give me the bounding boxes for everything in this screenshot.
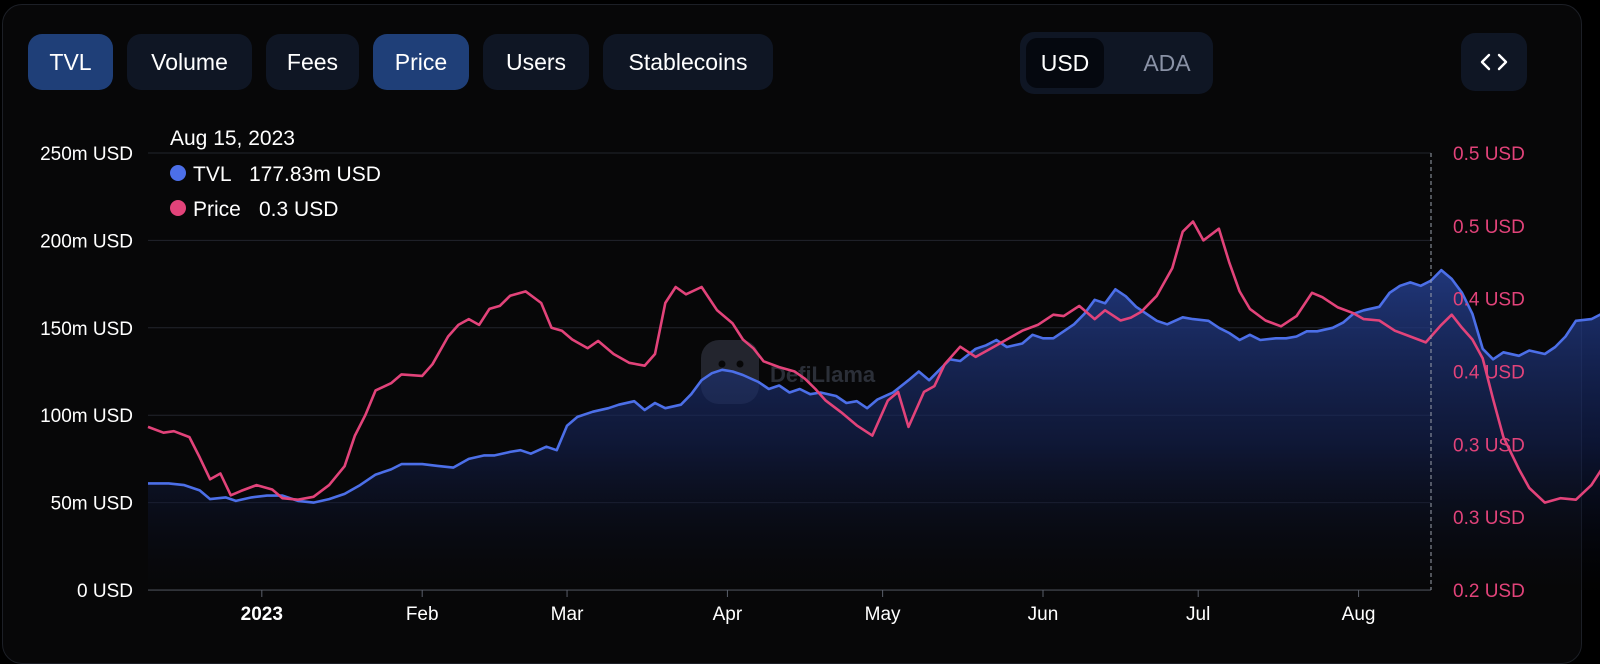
y-right-tick-label: 0.2 USD — [1453, 581, 1525, 602]
x-tick-label: Apr — [713, 604, 743, 625]
tvl-line — [148, 268, 1600, 504]
code-icon — [1480, 53, 1508, 71]
tab-stablecoins[interactable]: Stablecoins — [603, 34, 773, 90]
tooltip-price-name: Price — [193, 198, 241, 221]
tooltip: Aug 15, 2023 TVL 177.83m USD Price 0.3 U… — [170, 127, 381, 221]
tab-price[interactable]: Price — [373, 34, 469, 90]
tooltip-date: Aug 15, 2023 — [170, 127, 295, 150]
currency-option-ada[interactable]: ADA — [1143, 49, 1191, 76]
currency-option-usd[interactable]: USD — [1026, 38, 1104, 88]
y-right-tick-label: 0.5 USD — [1453, 144, 1525, 165]
x-tick-label: May — [865, 604, 901, 625]
y-left-tick-label: 50m USD — [51, 494, 133, 515]
y-right-tick-label: 0.5 USD — [1453, 217, 1525, 238]
x-tick-label: Feb — [406, 604, 439, 625]
tab-tvl[interactable]: TVL — [28, 34, 113, 90]
x-tick-label: Jul — [1186, 604, 1210, 625]
tooltip-price-value: 0.3 USD — [259, 198, 338, 221]
tooltip-tvl-name: TVL — [193, 163, 232, 186]
y-left-tick-label: 200m USD — [40, 231, 133, 252]
tab-volume[interactable]: Volume — [127, 34, 252, 90]
y-right-tick-label: 0.3 USD — [1453, 508, 1525, 529]
price-line — [147, 220, 1600, 504]
currency-toggle: USD ADA — [1020, 32, 1213, 94]
y-left-tick-label: 250m USD — [40, 144, 133, 165]
y-right-tick-label: 0.4 USD — [1453, 290, 1525, 311]
tab-users[interactable]: Users — [483, 34, 589, 90]
tvl-area — [148, 270, 1600, 590]
x-tick-label: Mar — [551, 604, 584, 625]
y-right-tick-label: 0.4 USD — [1453, 363, 1525, 384]
embed-button[interactable] — [1461, 33, 1527, 91]
y-left-tick-label: 100m USD — [40, 406, 133, 427]
watermark-text: DefiLlama — [770, 362, 876, 387]
x-tick-label: Jun — [1028, 604, 1059, 625]
y-left-tick-label: 0 USD — [77, 581, 133, 602]
tooltip-tvl-value: 177.83m USD — [249, 163, 381, 186]
y-right-tick-label: 0.3 USD — [1453, 435, 1525, 456]
x-tick-label: 2023 — [241, 604, 283, 625]
x-tick-label: Aug — [1342, 604, 1376, 625]
tab-fees[interactable]: Fees — [266, 34, 359, 90]
tooltip-tvl-dot — [170, 165, 186, 181]
tooltip-price-dot — [170, 200, 186, 216]
y-left-tick-label: 150m USD — [40, 319, 133, 340]
